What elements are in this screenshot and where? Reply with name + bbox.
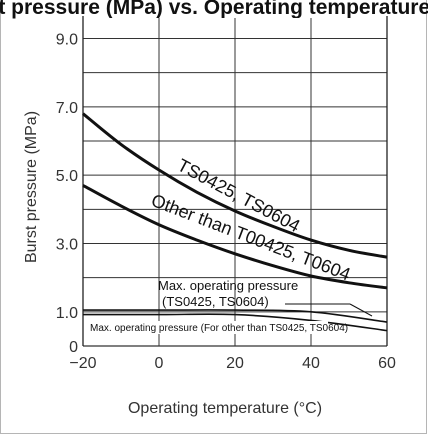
y-tick-label: 9.0	[56, 32, 78, 49]
x-tick-label: −20	[69, 355, 96, 372]
y-tick-label: 7.0	[56, 100, 78, 117]
chart-title-fragment: Burst pressure (MPa) vs. Operating tempe…	[0, 0, 428, 19]
series-line-max-op-other	[82, 313, 388, 332]
series-line-max-op-ts0425	[83, 309, 388, 323]
y-tick-label: 3.0	[56, 237, 78, 254]
annotation-max-pressure-line2: (TS0425, TS0604)	[162, 294, 269, 309]
series-line-ts0425	[82, 112, 388, 259]
y-axis-label: Burst pressure (MPa)	[23, 111, 40, 263]
x-tick-label: 0	[155, 355, 164, 372]
grid-lines	[82, 16, 388, 347]
annotation-max-pressure-line1: Max. operating pressure	[158, 278, 298, 293]
series-lines	[82, 112, 388, 332]
y-tick-label: 5.0	[56, 168, 78, 185]
y-tick-label: 1.0	[56, 305, 78, 322]
annotation-bg	[88, 321, 328, 334]
x-tick-label: 60	[378, 355, 396, 372]
annotation-max-pressure-other: Max. operating pressure (For other than …	[90, 323, 348, 334]
x-tick-label: 40	[302, 355, 320, 372]
x-tick-label: 20	[226, 355, 244, 372]
series-line-other	[82, 184, 388, 290]
annotation-leader-line-2	[349, 303, 373, 317]
x-axis-label: Operating temperature (°C)	[128, 400, 322, 417]
y-tick-label: 0	[69, 339, 78, 356]
